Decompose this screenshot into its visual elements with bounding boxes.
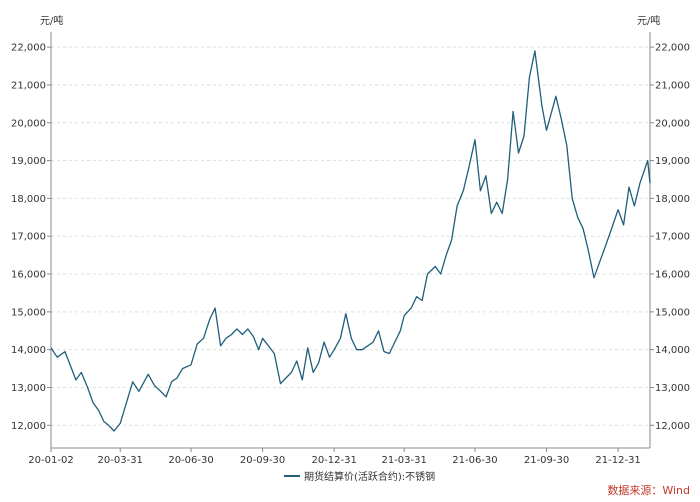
y-tick-label-left: 18,000	[11, 194, 46, 205]
y-tick-label-left: 21,000	[11, 80, 46, 91]
y-tick-label-right: 16,000	[655, 270, 690, 281]
x-tick-labels: 20-01-02 20-03-31 20-06-30 20-09-30 20-12-31…	[28, 448, 641, 466]
axes	[50, 32, 651, 449]
y-tick-label-left: 15,000	[11, 307, 46, 318]
y-tick-label-left: 19,000	[11, 156, 46, 167]
x-tick-label: 20-09-30	[240, 455, 285, 466]
y-tick-label-right: 12,000	[655, 421, 690, 432]
legend-label: 期货结算价(活跃合约):不锈钢	[304, 470, 435, 483]
y-tick-label-right: 21,000	[655, 80, 690, 91]
series-layer	[50, 50, 651, 432]
x-tick-label: 20-01-02	[28, 455, 73, 466]
y-tick-label-right: 15,000	[655, 307, 690, 318]
y-tick-label-left: 13,000	[11, 383, 46, 394]
y-tick-label-left: 20,000	[11, 118, 46, 129]
y-tick-labels-right: 12,000 13,000 14,000 15,000 16,000 17,000 18,0…	[650, 43, 690, 432]
y-tick-label-left: 16,000	[11, 270, 46, 281]
y-tick-label-left: 17,000	[11, 232, 46, 243]
y-tick-label-left: 12,000	[11, 421, 46, 432]
y-tick-label-right: 18,000	[655, 194, 690, 205]
y-tick-label-left: 22,000	[11, 43, 46, 54]
y-tick-label-right: 13,000	[655, 383, 690, 394]
y-tick-label-right: 14,000	[655, 345, 690, 356]
x-tick-label: 20-03-31	[98, 455, 143, 466]
y-tick-label-left: 14,000	[11, 345, 46, 356]
x-tick-label: 21-03-31	[381, 455, 426, 466]
x-tick-label: 21-06-30	[452, 455, 497, 466]
x-tick-label: 20-12-31	[311, 455, 356, 466]
y-tick-labels-left: 12,000 13,000 14,000 15,000 16,000 17,000 18,0…	[11, 43, 51, 432]
grid-lines	[51, 46, 650, 426]
y-tick-label-right: 17,000	[655, 232, 690, 243]
data-source: 数据来源：Wind	[607, 483, 690, 497]
y-unit-left: 元/吨	[40, 14, 63, 27]
y-tick-label-right: 19,000	[655, 156, 690, 167]
x-tick-label: 21-12-31	[595, 455, 640, 466]
x-tick-label: 21-09-30	[524, 455, 569, 466]
y-tick-label-right: 22,000	[655, 43, 690, 54]
y-unit-right: 元/吨	[637, 14, 660, 27]
y-tick-label-right: 20,000	[655, 118, 690, 129]
x-tick-label: 20-06-30	[168, 455, 213, 466]
series-line	[50, 50, 651, 432]
legend: 期货结算价(活跃合约):不锈钢	[284, 470, 435, 483]
